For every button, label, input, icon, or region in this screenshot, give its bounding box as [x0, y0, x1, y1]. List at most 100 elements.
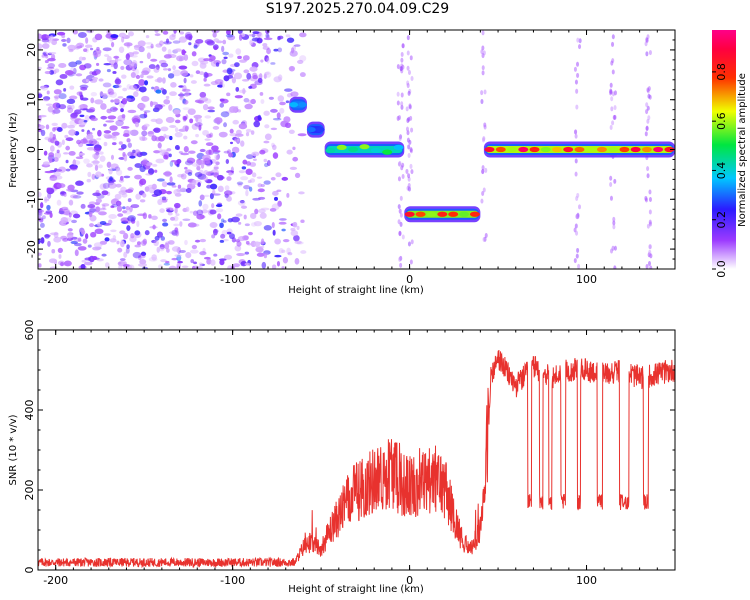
noise-speck: [195, 39, 204, 44]
noise-speck: [299, 32, 307, 38]
noise-speck: [192, 264, 199, 269]
streak-speck: [575, 104, 579, 110]
noise-speck: [64, 134, 69, 139]
noise-speck: [213, 228, 218, 236]
noise-speck: [58, 260, 65, 266]
noise-speck: [202, 129, 209, 136]
noise-speck: [203, 169, 209, 176]
noise-speck: [172, 69, 182, 77]
noise-speck: [116, 205, 123, 212]
noise-speck: [278, 221, 287, 225]
noise-speck: [42, 98, 50, 102]
noise-speck: [215, 154, 220, 161]
noise-speck: [294, 258, 300, 265]
noise-speck: [145, 42, 153, 45]
noise-speck: [242, 55, 250, 61]
noise-speck: [244, 103, 253, 110]
noise-speck: [272, 229, 276, 236]
noise-speck: [87, 204, 96, 208]
track-blob: [641, 146, 652, 153]
noise-speck: [232, 119, 240, 125]
streak-speck: [574, 133, 578, 139]
noise-speck: [58, 254, 62, 259]
noise-speck: [103, 54, 110, 57]
noise-speck: [108, 213, 117, 220]
noise-speck: [189, 210, 194, 214]
noise-speck: [115, 183, 122, 188]
noise-speck: [239, 59, 247, 63]
colorbar-ticks: 0.0 0.2 0.4 0.6 0.8: [712, 63, 728, 278]
noise-speck: [83, 63, 92, 69]
noise-speck: [58, 63, 67, 68]
noise-speck: [176, 265, 180, 269]
noise-speck: [76, 91, 82, 96]
noise-speck: [281, 266, 285, 269]
streak-speck: [574, 158, 578, 164]
noise-speck: [212, 189, 216, 195]
noise-speck: [133, 114, 141, 119]
noise-speck: [248, 86, 253, 89]
noise-speck: [122, 151, 126, 157]
noise-speck: [158, 246, 165, 252]
noise-speck: [38, 117, 42, 124]
noise-speck: [184, 100, 188, 105]
noise-speck: [47, 240, 51, 247]
noise-speck: [127, 109, 137, 114]
noise-speck: [252, 74, 258, 80]
track-blob: [484, 146, 495, 153]
noise-speck: [99, 207, 107, 211]
noise-speck: [149, 100, 154, 107]
streak-speck: [649, 253, 653, 259]
noise-speck: [103, 123, 107, 127]
noise-speck: [249, 66, 258, 72]
noise-speck: [54, 152, 62, 159]
noise-speck: [92, 159, 99, 166]
noise-speck: [138, 46, 145, 53]
streak-speck: [482, 187, 486, 193]
x-tick-label: -100: [220, 574, 245, 587]
noise-speck: [245, 189, 249, 197]
track-blob: [653, 146, 664, 153]
noise-speck: [81, 229, 86, 235]
noise-speck: [228, 53, 234, 58]
noise-speck: [176, 188, 184, 193]
streak-speck: [610, 60, 614, 66]
streak-speck: [647, 93, 651, 99]
streak-speck: [406, 118, 410, 124]
noise-speck: [177, 184, 182, 189]
noise-speck: [259, 91, 264, 96]
noise-speck: [203, 77, 207, 82]
noise-speck: [264, 55, 269, 62]
noise-speck: [130, 54, 138, 58]
noise-speck: [199, 194, 205, 201]
noise-speck: [188, 150, 196, 154]
streak-speck: [481, 137, 485, 143]
noise-speck: [141, 70, 150, 76]
noise-speck: [223, 190, 233, 196]
noise-speck: [193, 114, 203, 119]
noise-speck: [100, 103, 107, 110]
noise-speck: [44, 196, 48, 204]
streak-speck: [482, 236, 486, 242]
noise-speck: [121, 36, 125, 43]
streak-speck: [613, 105, 617, 111]
noise-speck: [131, 219, 136, 224]
noise-speck: [196, 165, 201, 171]
noise-speck: [223, 122, 227, 128]
noise-speck: [90, 97, 95, 104]
noise-speck: [152, 163, 158, 167]
streak-speck: [409, 163, 413, 169]
noise-speck: [194, 239, 201, 243]
noise-speck: [174, 119, 181, 124]
noise-speck: [196, 159, 206, 165]
noise-speck: [245, 131, 250, 137]
streak-speck: [646, 173, 650, 179]
streak-speck: [645, 264, 649, 269]
noise-speck: [68, 95, 78, 100]
noise-speck: [75, 60, 82, 65]
spectrogram-y-label: Frequency (Hz): [8, 112, 19, 188]
noise-speck: [213, 45, 218, 51]
noise-speck: [63, 192, 67, 197]
noise-speck: [87, 244, 92, 248]
noise-speck: [285, 34, 291, 38]
